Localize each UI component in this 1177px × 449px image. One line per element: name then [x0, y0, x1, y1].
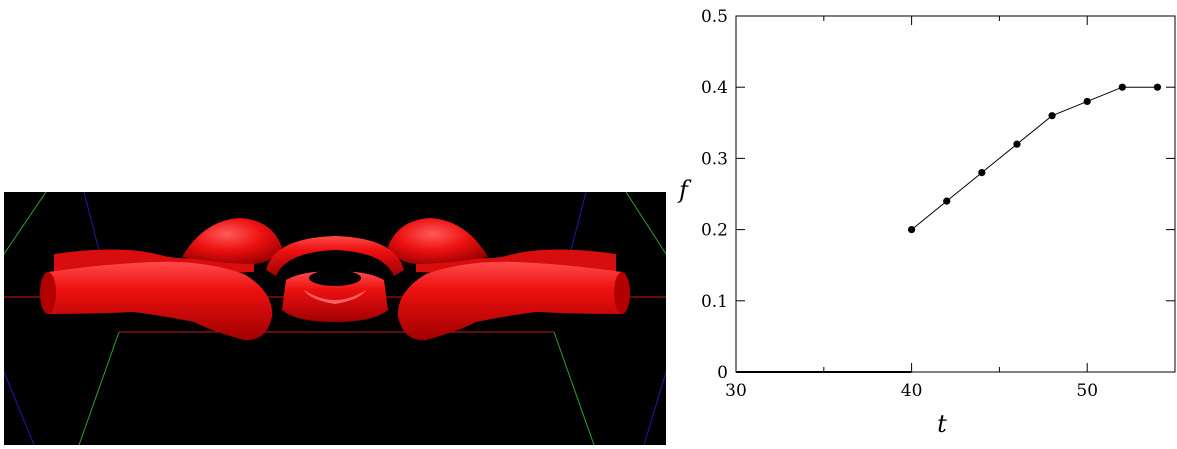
vortex-rendering: [4, 192, 666, 445]
y-tick-label: 0.3: [701, 149, 728, 169]
y-tick-label: 0.4: [701, 78, 728, 98]
guide-line-blue-bottom-left: [4, 371, 35, 445]
x-axis-label: t: [937, 410, 947, 438]
axis-ticks: [735, 15, 1176, 373]
guide-line-green-right: [625, 192, 666, 255]
guide-line-blue-left: [83, 192, 101, 255]
vortex-render-image: [4, 192, 666, 445]
line-chart-svg: 30 40 50 0 0.1 0.2 0.3 0.4 0.5 f t: [677, 7, 1176, 438]
data-series: [736, 83, 1162, 373]
x-tick-label: 50: [1076, 381, 1098, 401]
y-tick-label: 0.1: [701, 292, 728, 312]
series-line: [911, 86, 1158, 230]
data-point: [1118, 83, 1126, 91]
guide-line-blue-right: [569, 192, 587, 255]
data-point: [1153, 83, 1162, 91]
line-chart: 30 40 50 0 0.1 0.2 0.3 0.4 0.5 f t: [672, 0, 1177, 445]
guide-line-green-bottom-left: [78, 331, 120, 445]
vortex-ring-center: [266, 236, 404, 322]
plot-frame: [735, 15, 1176, 373]
vortex-tube-right: [388, 218, 630, 341]
x-tick-label: 30: [725, 381, 747, 401]
guide-line-blue-bottom-right: [643, 371, 666, 445]
y-tick-label: 0.5: [701, 7, 728, 27]
data-point: [1083, 97, 1091, 106]
y-axis-label: f: [677, 176, 692, 204]
data-point: [978, 169, 986, 177]
vortex-tube-left: [40, 218, 282, 341]
data-point: [908, 226, 916, 234]
data-point: [1048, 112, 1056, 120]
guide-line-green-bottom-right: [553, 331, 595, 445]
data-point: [943, 197, 951, 205]
y-tick-label: 0.2: [701, 221, 728, 241]
axis-tick-labels: 30 40 50 0 0.1 0.2 0.3 0.4 0.5: [701, 7, 1098, 401]
data-point: [1013, 140, 1021, 148]
x-tick-label: 40: [901, 381, 923, 401]
y-tick-label: 0: [717, 363, 728, 383]
guide-line-green-left: [4, 192, 47, 255]
